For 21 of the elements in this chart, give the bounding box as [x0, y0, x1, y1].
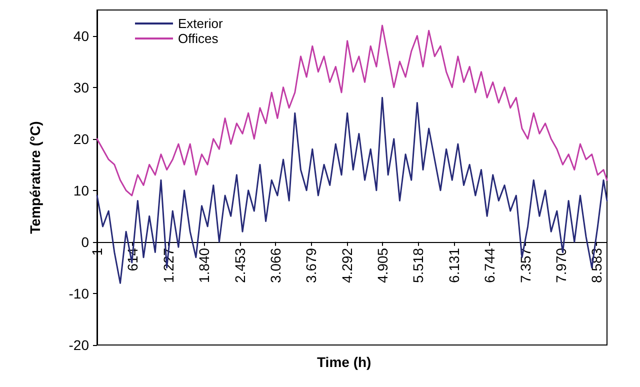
y-tick-label: -20 [68, 337, 90, 353]
y-tick-label: 40 [73, 28, 90, 44]
legend-label: Offices [178, 31, 219, 46]
y-tick-label: 20 [73, 130, 90, 147]
x-tick-label: 4.905 [374, 248, 391, 283]
x-tick-label: 5.518 [410, 248, 426, 283]
y-tick-label: 30 [73, 79, 90, 96]
x-tick-label: 2.453 [232, 248, 248, 283]
y-axis-title: Température (°C) [27, 121, 43, 234]
legend-label: Exterior [178, 16, 224, 31]
x-tick-label: 6.131 [446, 248, 462, 283]
x-axis-title: Time (h) [317, 354, 372, 370]
x-tick-label: 7.970 [553, 248, 569, 283]
y-tick-label: 0 [81, 234, 90, 250]
x-tick-label: 3.679 [303, 248, 320, 283]
y-tick-label: -10 [68, 285, 90, 302]
x-tick-label: 1.840 [196, 248, 212, 283]
x-tick-label: 4.292 [338, 248, 355, 283]
x-tick-label: 3.066 [267, 248, 284, 283]
y-tick-label: 10 [73, 182, 90, 198]
x-tick-label: 6.744 [482, 248, 498, 283]
